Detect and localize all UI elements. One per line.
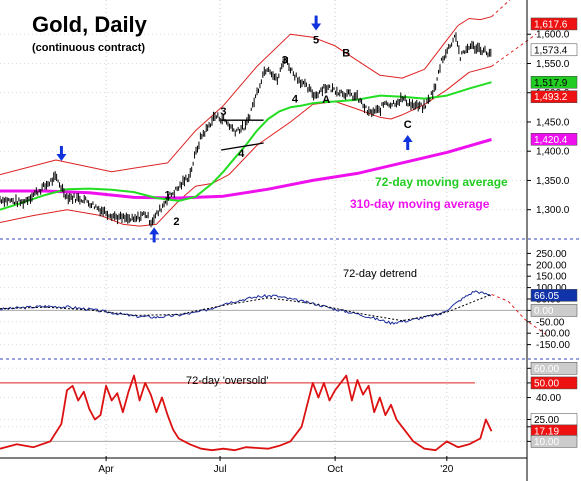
- arrow-head: [402, 134, 413, 142]
- value-tag: 66.05: [530, 289, 578, 302]
- y-tick-label: 1,300.0: [536, 205, 570, 216]
- value-tag-label: 0.00: [534, 306, 554, 317]
- arrow-down-icon: [56, 145, 67, 161]
- value-tag-box: [530, 43, 578, 57]
- arrow-up-icon: [149, 227, 160, 243]
- wave-label: C: [404, 119, 412, 131]
- value-tag-box: [530, 90, 578, 103]
- detrend-projection-line: [491, 293, 548, 336]
- oversold-line: [0, 374, 493, 452]
- x-tick-label: Apr: [98, 464, 114, 475]
- chart-subtitle: (continuous contract): [32, 42, 145, 54]
- value-tag-box: [530, 304, 578, 317]
- lower-band-projection: [491, 33, 537, 67]
- value-tag-label: 66.05: [534, 291, 559, 302]
- legend-ma72: 72-day moving average: [375, 175, 508, 189]
- value-tag-label: 50.00: [534, 378, 559, 389]
- wave-label: 1: [164, 190, 170, 202]
- value-tag-box: [530, 76, 578, 89]
- detrend-title: 72-day detrend: [343, 268, 417, 280]
- arrow-shaft: [406, 140, 410, 150]
- arrow-up-icon: [402, 134, 413, 150]
- value-tag-box: [530, 17, 578, 31]
- upper-band-line: [0, 16, 492, 176]
- value-tag-label: 1,420.4: [534, 135, 568, 146]
- oversold-title: 72-day 'oversold': [186, 375, 268, 387]
- wave-label: 4: [238, 148, 245, 160]
- value-tag-box: [530, 133, 578, 146]
- value-tag: 25.00: [530, 413, 578, 426]
- value-tag-box: [530, 362, 578, 375]
- arrow-down-icon: [311, 15, 322, 31]
- value-tag-box: [530, 435, 578, 448]
- arrow-head: [56, 153, 67, 161]
- arrow-head: [311, 23, 322, 31]
- y-tick-label: 100.00: [536, 283, 567, 294]
- arrow-shaft: [152, 233, 156, 243]
- grid-layer: [0, 0, 581, 458]
- ma72-line: [0, 81, 492, 211]
- text-layer: Gold, Daily (continuous contract) 72-day…: [32, 12, 508, 387]
- value-tag: 1,517.9: [530, 76, 578, 89]
- y-tick-label: 1,550.0: [536, 59, 570, 70]
- y-tick-label: 1,400.0: [536, 147, 570, 158]
- wave-label: 5: [313, 35, 319, 47]
- x-tick-label: Jul: [214, 464, 227, 475]
- detrend-smooth-line: [0, 293, 492, 322]
- value-tag: 1,493.2: [530, 90, 578, 103]
- y-tick-label: 150.00: [536, 272, 567, 283]
- value-tag-label: 1,617.6: [534, 19, 568, 30]
- value-tag-label: 60.00: [534, 364, 559, 375]
- y-tick-label: 1,350.0: [536, 176, 570, 187]
- value-tag-label: 1,573.4: [534, 45, 568, 56]
- y-tick-label: 250.00: [536, 249, 567, 260]
- value-tag: 10.00: [530, 435, 578, 448]
- detrend-raw-line: [0, 290, 492, 325]
- value-tag: 60.00: [530, 362, 578, 375]
- trendline: [221, 142, 264, 151]
- y-tick-label: -100.00: [536, 329, 570, 340]
- value-tag: 1,573.4: [530, 43, 578, 57]
- y-tick-label: -150.00: [536, 340, 570, 351]
- oversold-panel: [0, 374, 493, 452]
- arrow-shaft: [314, 15, 318, 25]
- value-tag: 1,420.4: [530, 133, 578, 146]
- upper-band-projection: [491, 0, 511, 18]
- y-tick-label: 40.00: [536, 393, 561, 404]
- x-tick-label: '20: [440, 464, 453, 475]
- value-tag-label: 1,517.9: [534, 78, 568, 89]
- lower-band-line: [0, 65, 492, 227]
- wave-label: A: [322, 94, 330, 106]
- arrow-shaft: [59, 145, 63, 155]
- chart-title: Gold, Daily: [32, 12, 148, 37]
- value-tag: 50.00: [530, 376, 578, 390]
- arrow-head: [149, 227, 160, 235]
- value-tag-label: 1,493.2: [534, 92, 568, 103]
- value-tag: 0.00: [530, 304, 578, 317]
- y-tick-label: 1,450.0: [536, 117, 570, 128]
- wave-label: 2: [173, 216, 179, 228]
- value-tag-box: [530, 376, 578, 390]
- ma310-line: [0, 138, 492, 200]
- wave-label: 3: [282, 54, 288, 66]
- detrend-panel: [0, 290, 548, 336]
- legend-ma310: 310-day moving average: [350, 197, 490, 211]
- y-tick-label: 200.00: [536, 260, 567, 271]
- value-tag: 1,617.6: [530, 17, 578, 31]
- price-panel: 1 2 3 4 3 4 5 A B C: [0, 0, 537, 243]
- x-tick-label: Oct: [327, 464, 343, 475]
- wave-label: 4: [292, 94, 299, 106]
- wave-label: 3: [220, 106, 226, 118]
- value-tag-box: [530, 289, 578, 302]
- value-tag-label: 25.00: [534, 415, 559, 426]
- wave-label: B: [342, 47, 350, 59]
- y-tick-label: 1,600.0: [536, 30, 570, 41]
- price-bars: [0, 32, 492, 228]
- y-tick-label: -50.00: [536, 317, 565, 328]
- value-tag-label: 10.00: [534, 437, 559, 448]
- value-tag-label: 17.19: [534, 426, 559, 437]
